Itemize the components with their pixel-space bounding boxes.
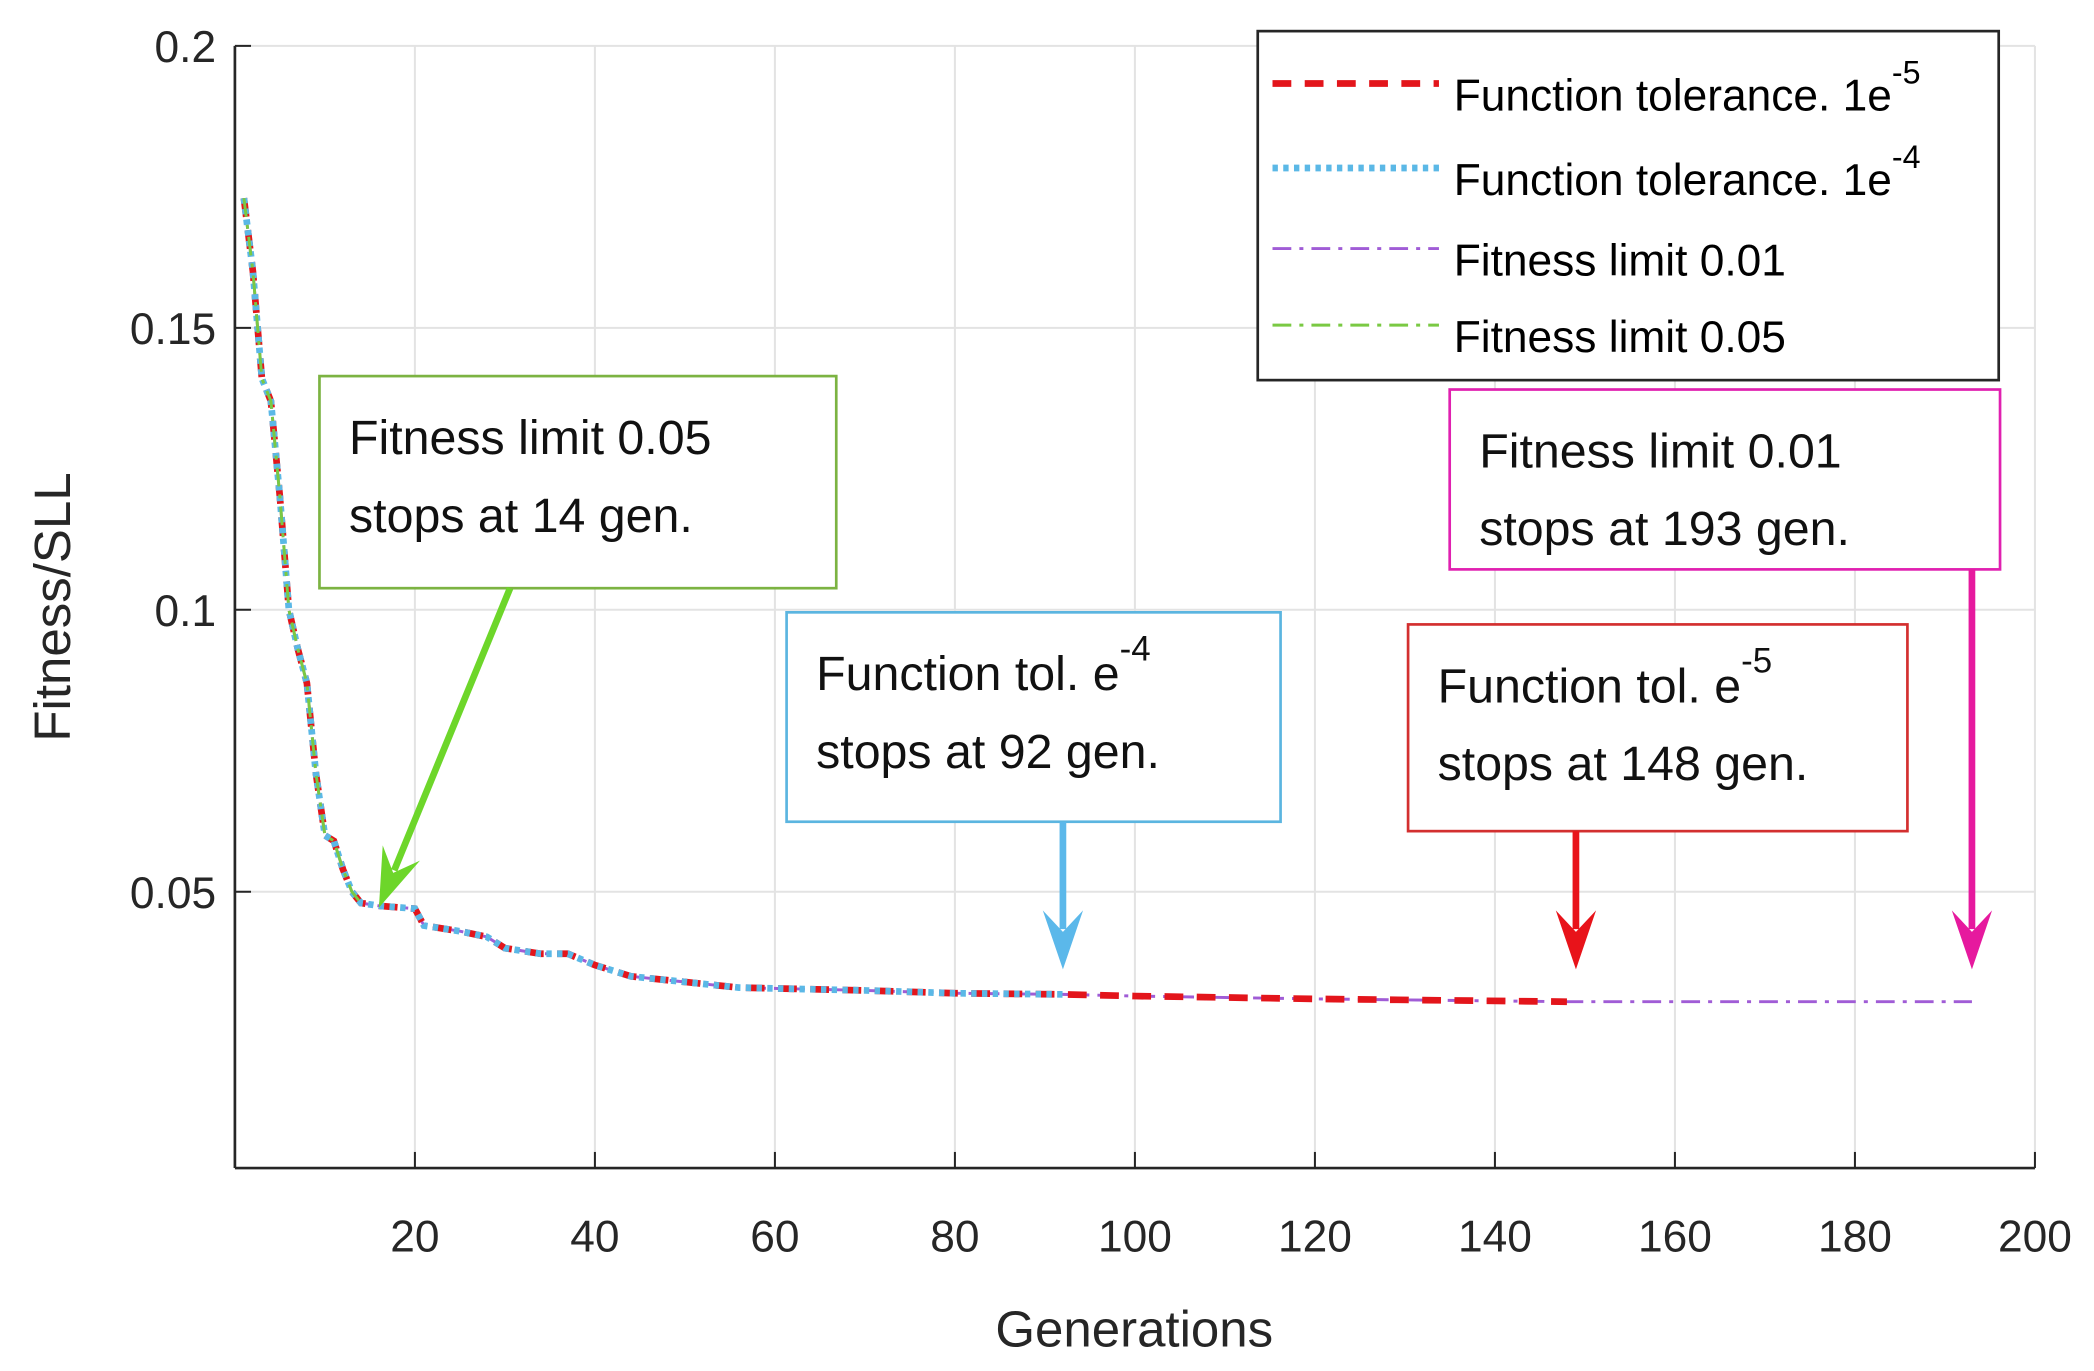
x-tick-label: 80 bbox=[930, 1212, 979, 1261]
annotation-box bbox=[318, 374, 838, 590]
annotation-box bbox=[1406, 623, 1909, 833]
annotation-line2: stops at 148 gen. bbox=[1438, 737, 1809, 791]
legend-entry-0: Function tolerance. 1e-5 bbox=[1454, 54, 1921, 120]
legend-entry-superscript: -5 bbox=[1892, 54, 1921, 90]
x-tick-label: 40 bbox=[570, 1212, 619, 1261]
annotation-line2: stops at 14 gen. bbox=[349, 489, 693, 543]
annotation-line2: stops at 92 gen. bbox=[816, 725, 1160, 779]
annotation-arrowhead bbox=[1555, 910, 1597, 970]
legend-entry-label: Fitness limit 0.01 bbox=[1454, 236, 1786, 285]
annotation-2: Function tol. e-5 stops at 148 gen. bbox=[1406, 623, 1909, 970]
annotation-arrowhead bbox=[1951, 910, 1993, 970]
annotation-line1-text: Fitness limit 0.01 bbox=[1479, 424, 1841, 478]
annotation-0: Fitness limit 0.05 stops at 14 gen. bbox=[318, 374, 838, 908]
axes: 20 40 60 80 100 120 140 160 180 200 0.05 0.1 0.15 0.2 bbox=[130, 23, 2072, 1261]
annotations: Fitness limit 0.05 stops at 14 gen. Functi… bbox=[318, 374, 2002, 970]
annotation-line1: Function tol. e-4 bbox=[816, 630, 1151, 702]
x-tick-label: 120 bbox=[1278, 1212, 1352, 1261]
annotation-line1: Fitness limit 0.01 bbox=[1479, 424, 1841, 478]
y-tick-label: 0.15 bbox=[130, 305, 216, 354]
annotation-superscript: -4 bbox=[1120, 630, 1151, 669]
annotation-line1: Function tol. e-5 bbox=[1438, 642, 1772, 714]
annotation-line1-text: Function tol. e bbox=[1438, 659, 1741, 713]
legend-entry-label: Function tolerance. 1e bbox=[1454, 71, 1892, 120]
legend-entry-1: Function tolerance. 1e-4 bbox=[1454, 139, 1921, 205]
legend-entry-superscript: -4 bbox=[1892, 139, 1921, 175]
annotation-3: Fitness limit 0.01 stops at 193 gen. bbox=[1448, 388, 2002, 970]
y-tick-label: 0.1 bbox=[155, 587, 217, 636]
y-tick-label: 0.05 bbox=[130, 869, 216, 918]
legend-entry-label: Function tolerance. 1e bbox=[1454, 156, 1892, 205]
y-tick-label: 0.2 bbox=[155, 23, 217, 72]
annotation-line1-text: Function tol. e bbox=[816, 647, 1119, 701]
legend-box bbox=[1256, 29, 2001, 382]
x-tick-label: 140 bbox=[1458, 1212, 1532, 1261]
legend-entry-2: Fitness limit 0.01 bbox=[1454, 236, 1786, 285]
legend-entry-label: Fitness limit 0.05 bbox=[1454, 313, 1786, 362]
annotation-arrowhead bbox=[378, 845, 420, 908]
annotation-line2: stops at 193 gen. bbox=[1479, 502, 1850, 556]
legend-entry-3: Fitness limit 0.05 bbox=[1454, 313, 1786, 362]
series-line-3 bbox=[242, 197, 363, 904]
annotation-superscript: -5 bbox=[1741, 642, 1772, 681]
x-tick-label: 160 bbox=[1638, 1212, 1712, 1261]
annotation-line1: Fitness limit 0.05 bbox=[349, 411, 711, 465]
annotation-line1-text: Fitness limit 0.05 bbox=[349, 411, 711, 465]
x-tick-label: 200 bbox=[1998, 1212, 2072, 1261]
x-tick-label: 180 bbox=[1818, 1212, 1892, 1261]
x-tick-label: 100 bbox=[1098, 1212, 1172, 1261]
annotation-1: Function tol. e-4 stops at 92 gen. bbox=[785, 611, 1282, 970]
annotation-arrowhead bbox=[1042, 910, 1084, 970]
annotation-box bbox=[785, 611, 1282, 824]
x-tick-label: 60 bbox=[750, 1212, 799, 1261]
series-line-1 bbox=[240, 197, 1063, 998]
x-tick-label: 20 bbox=[390, 1212, 439, 1261]
y-axis-label: Fitness/SLL bbox=[24, 472, 81, 741]
annotation-arrow bbox=[391, 586, 514, 872]
annotation-box bbox=[1448, 388, 2002, 571]
series-lines bbox=[240, 197, 1972, 1006]
x-axis-label: Generations bbox=[995, 1301, 1273, 1358]
